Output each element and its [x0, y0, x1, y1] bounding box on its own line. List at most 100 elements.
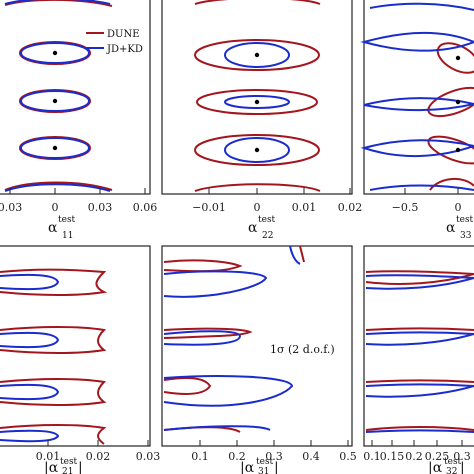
x-tick-label: 0.02 — [338, 201, 363, 214]
best-fit-point — [254, 52, 260, 58]
jdkd-contour — [163, 375, 294, 407]
x-tick-label: 0 — [254, 201, 261, 214]
dune-contour — [163, 327, 253, 339]
jdkd-contour — [365, 331, 474, 346]
x-tick-label: 0.25 — [425, 450, 450, 463]
annotation-confidence-level: 1σ (2 d.o.f.) — [270, 343, 335, 356]
x-tick-label: 0.3 — [265, 450, 283, 463]
dune-contour — [427, 135, 474, 165]
x-tick-label: 0.03 — [0, 201, 22, 214]
x-tick-labels: −0.5 0 — [392, 201, 462, 214]
jdkd-contour — [360, 139, 474, 158]
x-tick-label: 0 — [455, 201, 462, 214]
dune-contour — [299, 245, 305, 263]
x-tick-label: 0.03 — [88, 201, 113, 214]
axis-label-sub: 22 — [262, 231, 273, 241]
x-ticks — [404, 188, 459, 194]
jdkd-contour — [20, 137, 90, 159]
panel-frame — [0, 0, 151, 195]
axis-label-sub: 32 — [446, 467, 457, 474]
x-tick-label: 0.1 — [363, 450, 381, 463]
jdkd-contour — [20, 42, 90, 64]
dune-contour — [436, 42, 474, 74]
best-fit-points — [52, 50, 58, 151]
x-axis-label: |α test 31 | — [240, 457, 279, 474]
best-fit-point — [52, 145, 58, 151]
dune-contour — [0, 326, 107, 354]
jdkd-contour — [163, 270, 268, 298]
jdkd-contour — [0, 429, 60, 443]
jdkd-contour — [20, 90, 90, 112]
contours-jdkd — [0, 273, 60, 443]
dune-contour — [194, 0, 321, 5]
x-tick-label: 0 — [52, 201, 59, 214]
dune-contour — [0, 268, 108, 296]
axis-label-sub: 21 — [62, 467, 73, 474]
best-fit-point — [52, 50, 58, 56]
jdkd-contour — [163, 330, 242, 346]
contours-jdkd — [4, 0, 111, 192]
contours-dune — [194, 0, 321, 192]
dune-contour — [0, 424, 107, 445]
x-tick-labels: 0.03 0 0.03 0.06 — [0, 201, 157, 214]
legend-label-dune: DUNE — [107, 29, 140, 40]
x-ticks — [47, 440, 149, 446]
panel-bottom-left: 0.01 0.02 0.03 |α test 21 | — [0, 245, 161, 474]
dune-contour — [0, 378, 107, 406]
axis-label-sup: test — [58, 215, 76, 225]
dune-contour — [163, 259, 243, 273]
axis-label-sup: test — [444, 457, 462, 467]
axis-label-tail: | — [274, 460, 279, 474]
x-tick-label: 0.5 — [339, 450, 357, 463]
jdkd-contour — [365, 383, 474, 398]
legend-label-jdkd: JD+KD — [106, 44, 143, 55]
x-tick-label: 0.02 — [86, 450, 111, 463]
axis-label-sub: 11 — [62, 231, 73, 241]
x-tick-labels: 0.01 0.02 0.03 — [36, 450, 161, 463]
best-fit-point — [455, 55, 461, 61]
x-ticks — [9, 188, 146, 194]
axis-label-sup: test — [456, 215, 474, 225]
x-ticks — [371, 440, 463, 446]
axis-label-sup: test — [60, 457, 78, 467]
axis-label-main: α — [48, 220, 58, 236]
dune-contour — [196, 89, 318, 115]
best-fit-points — [455, 55, 461, 153]
contours-dune — [0, 268, 108, 445]
best-fit-point — [52, 98, 58, 104]
axis-label-main: |α — [240, 460, 255, 474]
panel-bottom-middle: 1σ (2 d.o.f.) 0.1 0.2 0.3 0.4 0.5 |α tes… — [161, 245, 357, 474]
axis-label-main: |α — [44, 460, 59, 474]
axis-label-tail: | — [460, 460, 465, 474]
dune-contour — [429, 178, 474, 191]
jdkd-contour — [289, 245, 301, 265]
x-tick-label: 0.1 — [191, 450, 209, 463]
x-tick-label: 0.4 — [302, 450, 320, 463]
panel-top-right: −0.5 0 α test 33 — [360, 0, 474, 241]
panel-frame — [363, 245, 474, 447]
x-axis-label: |α test 21 | — [44, 457, 83, 474]
panel-bottom-right: 0.1 0.15 0.2 0.25 0.3 |α test 32 | — [363, 245, 474, 474]
x-tick-label: 0.2 — [405, 450, 423, 463]
axis-label-tail: | — [78, 460, 83, 474]
contours-jdkd — [360, 2, 474, 191]
dune-contour — [365, 426, 474, 431]
contours-jdkd — [365, 274, 474, 433]
contours-dune — [4, 0, 113, 191]
x-ticks — [199, 440, 349, 446]
x-axis-label: α test 33 — [446, 215, 474, 241]
axis-label-sub: 33 — [460, 231, 472, 241]
axis-label-sup: test — [256, 457, 274, 467]
axis-label-sup: test — [258, 215, 276, 225]
x-axis-label: |α test 32 | — [428, 457, 465, 474]
best-fit-point — [455, 147, 461, 153]
dune-contour — [4, 0, 113, 7]
jdkd-contour — [363, 97, 474, 112]
panel-frame — [161, 245, 353, 447]
axis-label-main: |α — [428, 460, 443, 474]
best-fit-point — [254, 99, 260, 105]
x-tick-label: 0.01 — [292, 201, 317, 214]
panel-top-left: DUNE JD+KD 0.03 0 0.03 0.06 α test 11 — [0, 0, 157, 241]
dune-contour — [194, 183, 321, 192]
